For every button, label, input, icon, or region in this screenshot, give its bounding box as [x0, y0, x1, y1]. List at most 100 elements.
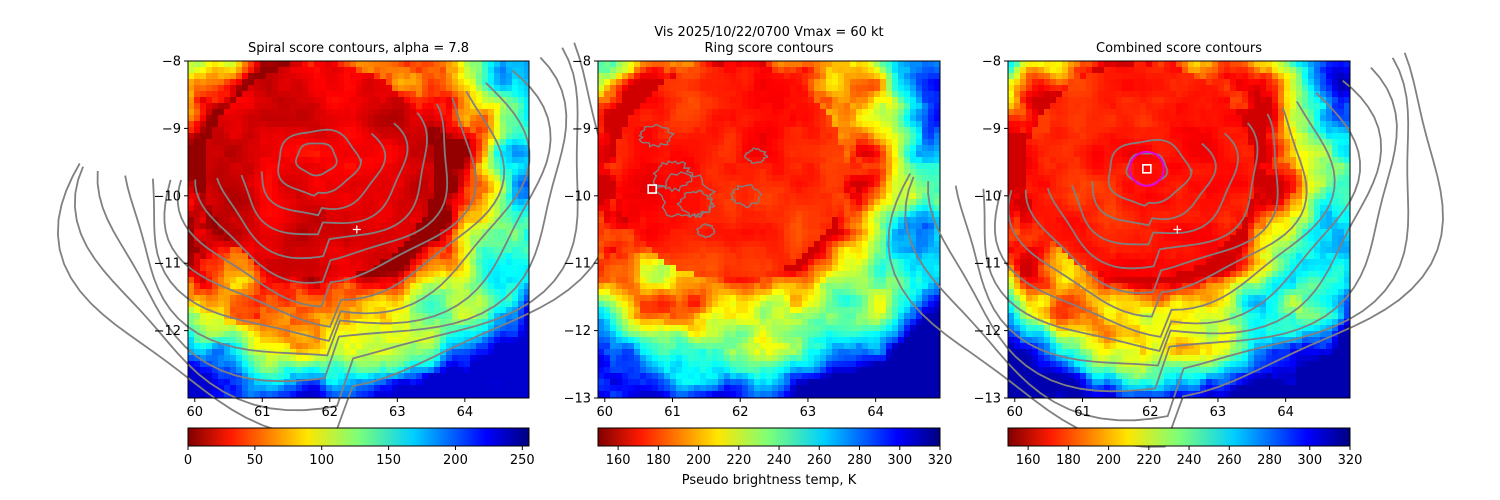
y-tick-label: −13	[974, 392, 1001, 407]
colorbar-tick-label: 220	[1136, 453, 1161, 468]
axes-frame	[187, 60, 530, 399]
spiral-contour	[904, 57, 1410, 422]
colorbar	[1007, 427, 1351, 447]
center-circle-marker	[1128, 150, 1165, 187]
center-plus-marker	[352, 225, 361, 234]
panel-1: Spiral score contours, alpha = 7.8 60 61 62…	[56, 41, 614, 468]
score-contours	[56, 42, 614, 438]
colorbar-tick-label: 180	[646, 453, 671, 468]
ring-contour	[655, 171, 717, 219]
x-tick-label: 62	[1142, 405, 1159, 420]
spiral-contour	[1091, 142, 1217, 227]
y-tick-label: −10	[154, 189, 181, 204]
axes-frame	[1007, 60, 1351, 399]
x-tick-label: 64	[1277, 405, 1294, 420]
colorbar-tick-label: 100	[309, 453, 334, 468]
ring-contour	[695, 222, 716, 239]
y-tick-label: −8	[572, 55, 591, 70]
colorbar-tick-label: 180	[1056, 453, 1081, 468]
colorbar-tick-label: 50	[247, 453, 264, 468]
y-tick-label: −9	[162, 122, 181, 137]
spiral-contour	[152, 82, 531, 342]
x-tick-label: 60	[1006, 405, 1023, 420]
spiral-contour	[1071, 132, 1239, 246]
colorbar-tick-label: 160	[1016, 453, 1041, 468]
spiral-contour	[73, 47, 579, 412]
spiral-contour	[1107, 138, 1193, 207]
x-tick-label: 63	[1210, 405, 1227, 420]
y-tick-label: −8	[982, 55, 1001, 70]
colorbar-tick-label: 260	[1217, 453, 1242, 468]
spiral-contour	[163, 90, 506, 328]
heatmap-image	[188, 61, 529, 398]
y-tick-label: −12	[974, 324, 1001, 339]
x-tick-label: 62	[322, 405, 339, 420]
center-square-marker	[1142, 164, 1152, 174]
spiral-contour	[993, 100, 1336, 338]
spiral-contour	[240, 122, 409, 236]
y-tick-label: −13	[564, 392, 591, 407]
colorbar-tick-label: 150	[376, 453, 401, 468]
colorbar-tick-label: 200	[443, 453, 468, 468]
panels: Spiral score contours, alpha = 7.8 60 61 62…	[56, 41, 1444, 488]
y-tick-label: −12	[154, 324, 181, 339]
ring-contour	[743, 147, 769, 165]
spiral-contour	[887, 52, 1444, 448]
spiral-contour	[1007, 107, 1308, 318]
x-tick-label: 60	[186, 405, 203, 420]
spiral-contour	[927, 67, 1398, 393]
y-tick-label: −9	[982, 122, 1001, 137]
x-tick-label: 63	[800, 405, 817, 420]
spiral-contour	[124, 69, 552, 357]
x-tick-label: 64	[867, 405, 884, 420]
x-tick-label: 63	[389, 405, 406, 420]
spiral-contour	[176, 97, 478, 308]
colorbar-tick-label: 280	[847, 453, 872, 468]
y-tick-label: −11	[974, 257, 1001, 272]
colorbar-tick-label: 320	[1338, 453, 1363, 468]
y-tick-label: −10	[974, 189, 1001, 204]
colorbar-tick-label: 260	[807, 453, 832, 468]
y-tick-label: −9	[572, 122, 591, 137]
colorbar-tick-label: 240	[1177, 453, 1202, 468]
spiral-contour	[277, 128, 363, 197]
y-tick-label: −11	[154, 257, 181, 272]
colorbar-tick-label: 300	[1297, 453, 1322, 468]
colorbar-tick-label: 320	[928, 453, 953, 468]
x-tick-label: 60	[596, 405, 613, 420]
panel-title: Spiral score contours, alpha = 7.8	[248, 41, 469, 56]
x-tick-label: 61	[1074, 405, 1091, 420]
axes-frame	[597, 60, 941, 399]
x-tick-label: 62	[732, 405, 749, 420]
spiral-contour	[194, 103, 449, 284]
spiral-contour	[1024, 113, 1279, 294]
ring-contour	[652, 160, 694, 193]
ring-contour	[730, 184, 762, 209]
y-tick-label: −12	[564, 324, 591, 339]
spiral-contour	[260, 132, 387, 217]
colorbar-tick-label: 160	[606, 453, 631, 468]
colorbar-tick-label: 300	[887, 453, 912, 468]
panel-3: Combined score contours 60 61 62 63 64 −8 −9 −10…	[887, 41, 1444, 468]
x-tick-label: 64	[457, 405, 474, 420]
ring-contour	[676, 189, 716, 219]
y-tick-label: −11	[564, 257, 591, 272]
figure-suptitle: Vis 2025/10/22/0700 Vmax = 60 kt	[654, 25, 883, 40]
spiral-contour	[1046, 122, 1259, 270]
colorbar-tick-label: 240	[767, 453, 792, 468]
panel-title: Combined score contours	[1096, 41, 1262, 56]
center-square-marker	[647, 184, 657, 194]
colorbar-label: Pseudo brightness temp, K	[682, 473, 857, 488]
colorbar-tick-label: 200	[1096, 453, 1121, 468]
score-contours	[638, 123, 769, 239]
colorbar-tick-label: 200	[686, 453, 711, 468]
x-tick-label: 61	[254, 405, 271, 420]
spiral-contour	[982, 92, 1361, 353]
panel-title: Ring score contours	[704, 41, 833, 56]
colorbar	[597, 427, 941, 447]
x-tick-label: 61	[664, 405, 681, 420]
spiral-contour	[216, 112, 428, 260]
center-plus-marker	[1173, 225, 1182, 234]
ring-contour	[638, 123, 676, 148]
